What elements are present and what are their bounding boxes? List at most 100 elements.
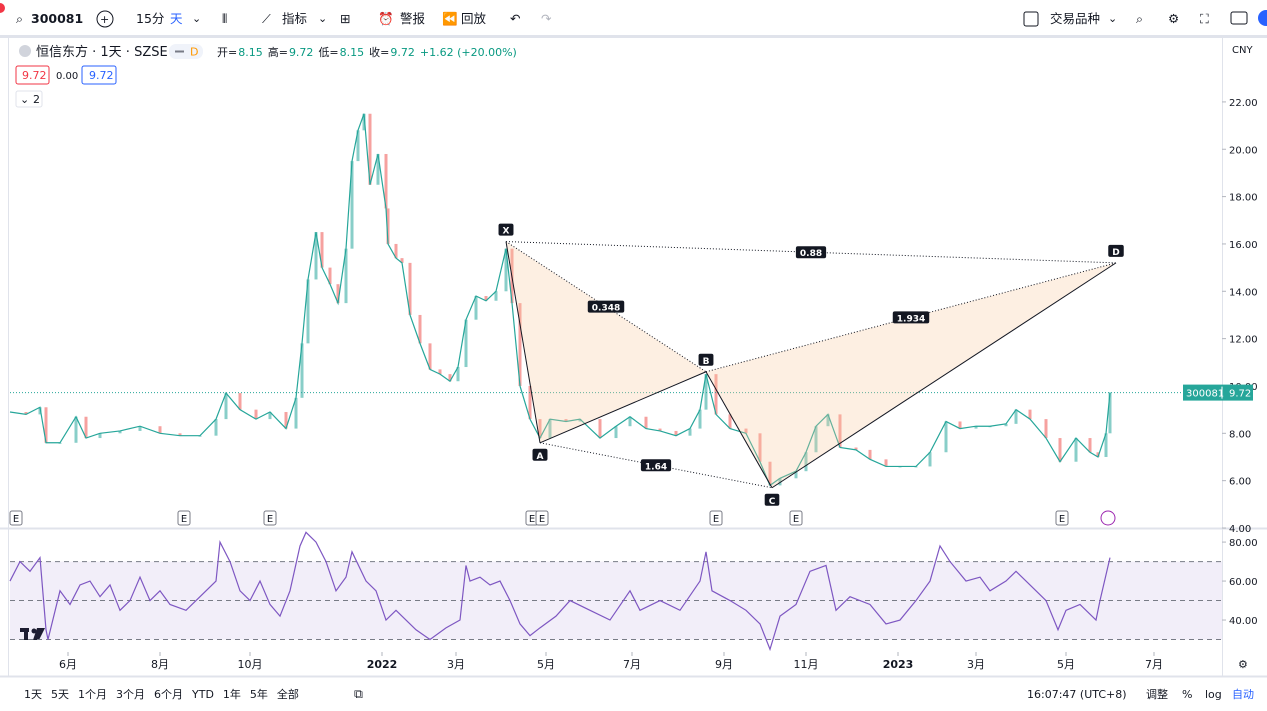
candle bbox=[356, 130, 360, 162]
candle bbox=[456, 367, 460, 382]
pattern-ratio: 1.64 bbox=[645, 462, 667, 472]
event-marker[interactable] bbox=[709, 510, 723, 526]
fullscreen-icon[interactable]: ⛶ bbox=[1199, 11, 1210, 26]
event-marker[interactable] bbox=[177, 510, 191, 526]
interval[interactable]: 15分 bbox=[136, 11, 164, 26]
alert-icon[interactable]: ⏰ bbox=[378, 11, 394, 26]
candle bbox=[928, 452, 932, 467]
pattern-leg bbox=[539, 371, 707, 444]
collapse-count[interactable]: 2 bbox=[33, 93, 40, 106]
candle bbox=[294, 397, 298, 429]
range-button[interactable]: 1年 bbox=[223, 687, 241, 701]
redo[interactable]: ↷ bbox=[541, 11, 551, 26]
pattern-ratio-bg bbox=[640, 459, 672, 472]
candle bbox=[84, 416, 88, 439]
event-marker[interactable] bbox=[1055, 510, 1069, 526]
undo[interactable]: ↶ bbox=[510, 11, 520, 26]
chart-type[interactable]: ⫴ bbox=[222, 11, 227, 26]
camera-icon[interactable] bbox=[1230, 11, 1248, 25]
range-button[interactable]: 5天 bbox=[51, 688, 69, 701]
x-tick-label: 5月 bbox=[1057, 658, 1075, 671]
toolbar bbox=[0, 0, 1267, 36]
candle bbox=[854, 447, 858, 450]
indicator-icon[interactable]: ⟋ bbox=[262, 11, 272, 26]
settings[interactable]: ⚙ bbox=[1238, 658, 1248, 671]
dropdown[interactable]: ⌄ bbox=[1108, 12, 1117, 25]
candle bbox=[1104, 433, 1108, 457]
log[interactable]: log bbox=[1205, 688, 1222, 701]
ohlc-label: 开= bbox=[217, 46, 237, 59]
ranges: 1天 5天 1个月 3个月 6个月 YTD 1年 5年 全部 bbox=[24, 687, 299, 701]
compare[interactable]: 交易品种 bbox=[1050, 11, 1100, 26]
alerts[interactable]: 警报 bbox=[400, 11, 426, 26]
future-event[interactable] bbox=[1100, 510, 1116, 526]
range-button[interactable]: YTD bbox=[191, 688, 214, 701]
y-tick-label: 40.00 bbox=[1229, 616, 1258, 627]
symbol[interactable]: 300081 bbox=[31, 11, 83, 26]
pattern-point: C bbox=[769, 497, 776, 507]
event-marker[interactable] bbox=[789, 510, 803, 526]
candle bbox=[74, 416, 78, 443]
candle bbox=[758, 433, 762, 462]
event-marker[interactable] bbox=[263, 510, 277, 526]
y-tick-label: 20.00 bbox=[1229, 145, 1258, 156]
replay[interactable]: 回放 bbox=[461, 11, 487, 26]
range-button[interactable]: 5年 bbox=[250, 687, 268, 701]
settings-icon[interactable]: ⚙ bbox=[1168, 11, 1179, 26]
candle bbox=[1004, 423, 1008, 427]
ohlc: 开= 8.15 高= 9.72 低= 8.15 收= 9.72 +1.62 (+20.00%) bbox=[217, 45, 517, 59]
ohlc-label: 高= bbox=[268, 45, 288, 59]
event-label: E bbox=[713, 514, 719, 525]
event-marker[interactable] bbox=[535, 510, 549, 526]
candle bbox=[24, 412, 28, 415]
candle bbox=[448, 374, 452, 382]
candle bbox=[384, 153, 388, 209]
range-button[interactable]: 1天 bbox=[24, 688, 42, 701]
candle bbox=[768, 461, 772, 486]
search-icon[interactable]: ⌕ bbox=[16, 11, 23, 26]
x-tick-label: 7月 bbox=[1145, 658, 1163, 671]
candle bbox=[376, 153, 380, 185]
ohlc-value: 8.15 bbox=[238, 46, 263, 59]
candle bbox=[944, 421, 948, 453]
ohlc-label: 低= bbox=[318, 46, 338, 59]
event-marker[interactable] bbox=[9, 510, 23, 526]
date-range-icon[interactable]: ⧉ bbox=[354, 686, 363, 701]
candle bbox=[1058, 438, 1062, 462]
period[interactable]: 天 bbox=[170, 11, 183, 26]
zoom-icon[interactable]: ⌕ bbox=[1136, 11, 1143, 26]
x-tick-label: 11月 bbox=[794, 658, 819, 671]
currency[interactable]: CNY bbox=[1232, 45, 1253, 56]
range-button[interactable]: 全部 bbox=[277, 687, 299, 701]
indicators[interactable]: 指标 bbox=[282, 11, 307, 26]
collapse[interactable]: ⌄ bbox=[20, 93, 29, 106]
candle bbox=[336, 284, 340, 304]
event-label: E bbox=[793, 514, 799, 525]
dropdown[interactable]: ⌄ bbox=[192, 12, 201, 25]
candle bbox=[344, 248, 348, 304]
ohlc-value: 9.72 bbox=[390, 46, 415, 59]
y-tick-label: 18.00 bbox=[1229, 193, 1258, 204]
candle bbox=[284, 412, 288, 429]
candle bbox=[868, 449, 872, 460]
range-button[interactable]: 3个月 bbox=[116, 688, 145, 701]
replay-icon[interactable]: ⏪ bbox=[442, 11, 458, 26]
candle bbox=[300, 343, 304, 398]
layout-icon[interactable]: ⊞ bbox=[340, 11, 350, 26]
candle bbox=[688, 428, 692, 436]
clock: 16:07:47 (UTC+8) bbox=[1027, 688, 1127, 701]
auto[interactable]: 自动 bbox=[1232, 688, 1254, 701]
range-button[interactable]: 1个月 bbox=[78, 688, 107, 701]
percent[interactable]: % bbox=[1182, 688, 1192, 701]
y-tick-label: 80.00 bbox=[1229, 538, 1258, 549]
y-tick-label: 12.00 bbox=[1229, 335, 1258, 346]
pattern-leg bbox=[705, 371, 773, 489]
candle bbox=[504, 248, 508, 292]
candle bbox=[464, 319, 468, 368]
range-button[interactable]: 6个月 bbox=[154, 688, 183, 701]
add-icon[interactable]: + bbox=[100, 13, 109, 26]
pattern-point: X bbox=[503, 227, 510, 237]
event-label: E bbox=[267, 514, 273, 525]
dropdown[interactable]: ⌄ bbox=[318, 12, 327, 25]
adjust[interactable]: 调整 bbox=[1146, 687, 1168, 701]
